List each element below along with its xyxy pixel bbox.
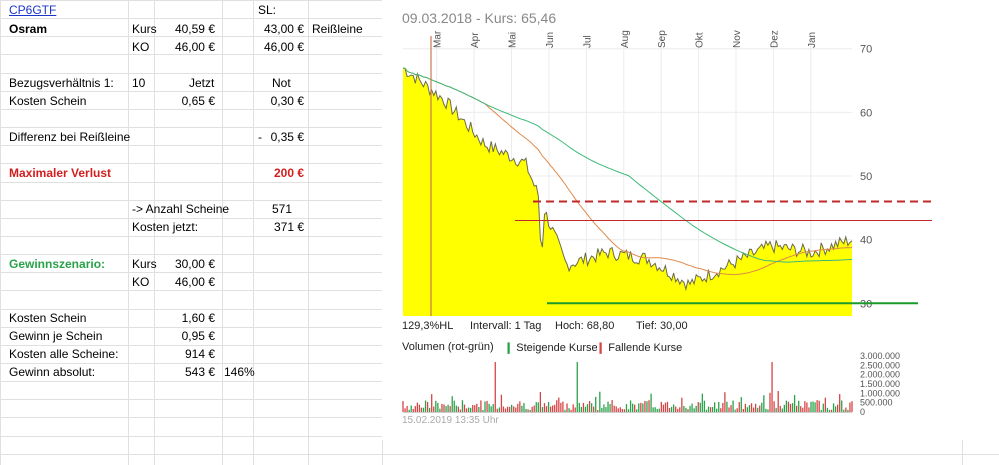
kurs-label: Kurs [132,22,157,36]
ticker-link[interactable]: CP6GTF [9,3,57,17]
month-tick-label: Aug [620,30,631,48]
month-tick-label: Sep [657,30,668,48]
kosten-schein-label: Kosten Schein [9,94,87,108]
month-tick-label: Nov [732,30,743,48]
month-tick-label: Okt [695,32,706,48]
osram-label: Osram [9,22,48,36]
differenz-value[interactable]: 0,35 € [270,130,304,144]
y-tick-label: 60 [860,107,872,119]
anzahl-label: -> Anzahl Scheine [132,202,230,216]
ko-label: KO [132,40,150,54]
price-area-fill [403,68,852,316]
kosten-jetzt-value[interactable]: 371 € [273,220,304,234]
month-tick-label: Jun [545,32,556,48]
volume-tick-label: 2.000.000 [860,370,900,380]
y-tick-label: 70 [860,44,872,56]
ga-pct[interactable]: 146% [224,365,255,379]
ga-value[interactable]: 543 € [184,365,215,379]
chart-header: 09.03.2018 - Kurs: 65,46 [402,10,557,26]
volume-legend-down: ❙ Fallende Kurse [596,341,682,354]
ks-value[interactable]: 1,60 € [181,311,215,325]
g-ko-label: KO [132,275,150,289]
gjs-label: Gewinn je Schein [9,329,103,343]
ga-label: Gewinn absolut: [9,365,96,379]
month-tick-label: Apr [470,32,481,48]
price-series-line [402,67,853,292]
month-tick-label: Dez [769,30,780,48]
volume-tick-label: 1.500.000 [860,379,900,389]
chart-info-hl: 129,3%HL [402,320,454,332]
kas-label: Kosten alle Scheine: [9,347,119,361]
chart-info-intervall: Intervall: 1 Tag [470,320,542,332]
volume-legend-down-label: Fallende Kurse [608,342,683,354]
volume-legend-up-label: Steigende Kurse [516,342,598,354]
max-verlust-label: Maximaler Verlust [9,166,112,180]
kurs-value[interactable]: 40,59 € [174,22,215,36]
chart-info-hoch: Hoch: 68,80 [555,320,615,332]
moving-average-long [402,67,853,263]
ko-sl-value[interactable]: 46,00 € [263,40,304,54]
chart-info-tief: Tief: 30,00 [636,320,688,332]
not-label: Not [272,76,291,90]
ko-value[interactable]: 46,00 € [174,40,215,54]
kurs-sl-value[interactable]: 43,00 € [263,22,304,36]
month-tick-label: Mar [433,30,444,48]
kosten-schein-jetzt[interactable]: 0,65 € [181,94,215,108]
stock-chart-image: 09.03.2018 - Kurs: 65,46 Mar Apr Mai Jun Jul… [382,0,999,440]
volume-tick-label: 0 [860,407,865,417]
kosten-schein-not[interactable]: 0,30 € [270,94,304,108]
g-kurs-value[interactable]: 30,00 € [174,257,215,271]
chart-timestamp: 15.02.2019 13:35 Uhr [402,415,499,426]
month-tick-label: Jan [807,32,818,48]
differenz-sign: - [258,130,262,144]
bezug-label: Bezugsverhältnis 1: [9,76,114,90]
price-chart: Mar Apr Mai Jun Jul Aug Sep Okt Nov Dez Jan 70 60 50 4… [402,30,932,417]
gewinnszenario-label: Gewinnszenario: [9,257,106,271]
volume-legend-title: Volumen (rot-grün) [402,341,494,353]
g-ko-value[interactable]: 46,00 € [174,275,215,289]
y-tick-label: 50 [860,171,872,183]
volume-tick-label: 3.000.000 [860,351,900,361]
up-legend-icon: ❙ [504,342,514,354]
volume-legend-up: ❙ Steigende Kurse [504,341,598,354]
volume-tick-label: 500.000 [860,398,893,408]
kas-value[interactable]: 914 € [184,347,215,361]
bezug-value[interactable]: 10 [132,76,146,90]
volume-tick-label: 1.000.000 [860,388,900,398]
anzahl-value[interactable]: 571 [272,202,293,216]
volume-tick-label: 2.500.000 [860,360,900,370]
max-verlust-value[interactable]: 200 € [273,166,304,180]
reissleine-label: Reißleine [312,22,363,36]
kosten-jetzt-label: Kosten jetzt: [132,220,199,234]
month-tick-label: Jul [582,35,593,48]
gjs-value[interactable]: 0,95 € [181,329,215,343]
differenz-label: Differenz bei Reißleine [9,130,131,144]
jetzt-label: Jetzt [189,76,215,90]
ks-label: Kosten Schein [9,311,87,325]
month-tick-label: Mai [508,32,519,48]
sl-header: SL: [258,3,277,17]
down-legend-icon: ❙ [596,342,606,354]
g-kurs-label: Kurs [132,257,157,271]
y-tick-label: 40 [860,235,872,247]
